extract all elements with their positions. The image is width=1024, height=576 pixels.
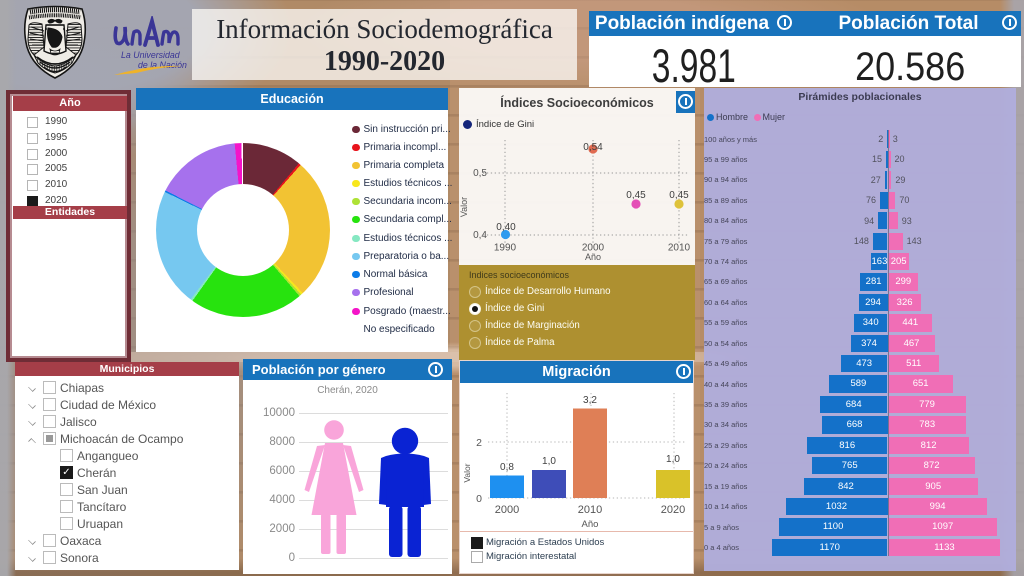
svg-text:Año: Año <box>582 519 599 530</box>
svg-text:0: 0 <box>476 493 482 505</box>
svg-text:2010: 2010 <box>668 243 691 254</box>
svg-text:2000: 2000 <box>582 243 605 254</box>
svg-text:2010: 2010 <box>578 504 602 516</box>
svg-text:1990: 1990 <box>494 243 517 254</box>
svg-text:La Universidad: La Universidad <box>121 50 181 60</box>
svg-text:3,2: 3,2 <box>583 395 597 406</box>
svg-text:0,8: 0,8 <box>500 462 514 473</box>
svg-text:2000: 2000 <box>495 504 519 516</box>
svg-text:0,45: 0,45 <box>669 190 689 201</box>
svg-text:0,5: 0,5 <box>473 168 487 179</box>
svg-text:Valor: Valor <box>462 463 472 482</box>
svg-text:1,0: 1,0 <box>542 456 556 467</box>
svg-text:Valor: Valor <box>459 197 469 217</box>
svg-text:Año: Año <box>585 252 601 262</box>
svg-text:0,45: 0,45 <box>626 190 646 201</box>
svg-text:0,54: 0,54 <box>583 142 603 153</box>
svg-text:de la Nación: de la Nación <box>138 60 187 70</box>
svg-text:2020: 2020 <box>661 504 685 516</box>
svg-text:2: 2 <box>476 437 482 449</box>
svg-text:1,0: 1,0 <box>666 454 680 465</box>
svg-text:0,4: 0,4 <box>473 230 487 241</box>
svg-text:0,40: 0,40 <box>496 222 516 233</box>
